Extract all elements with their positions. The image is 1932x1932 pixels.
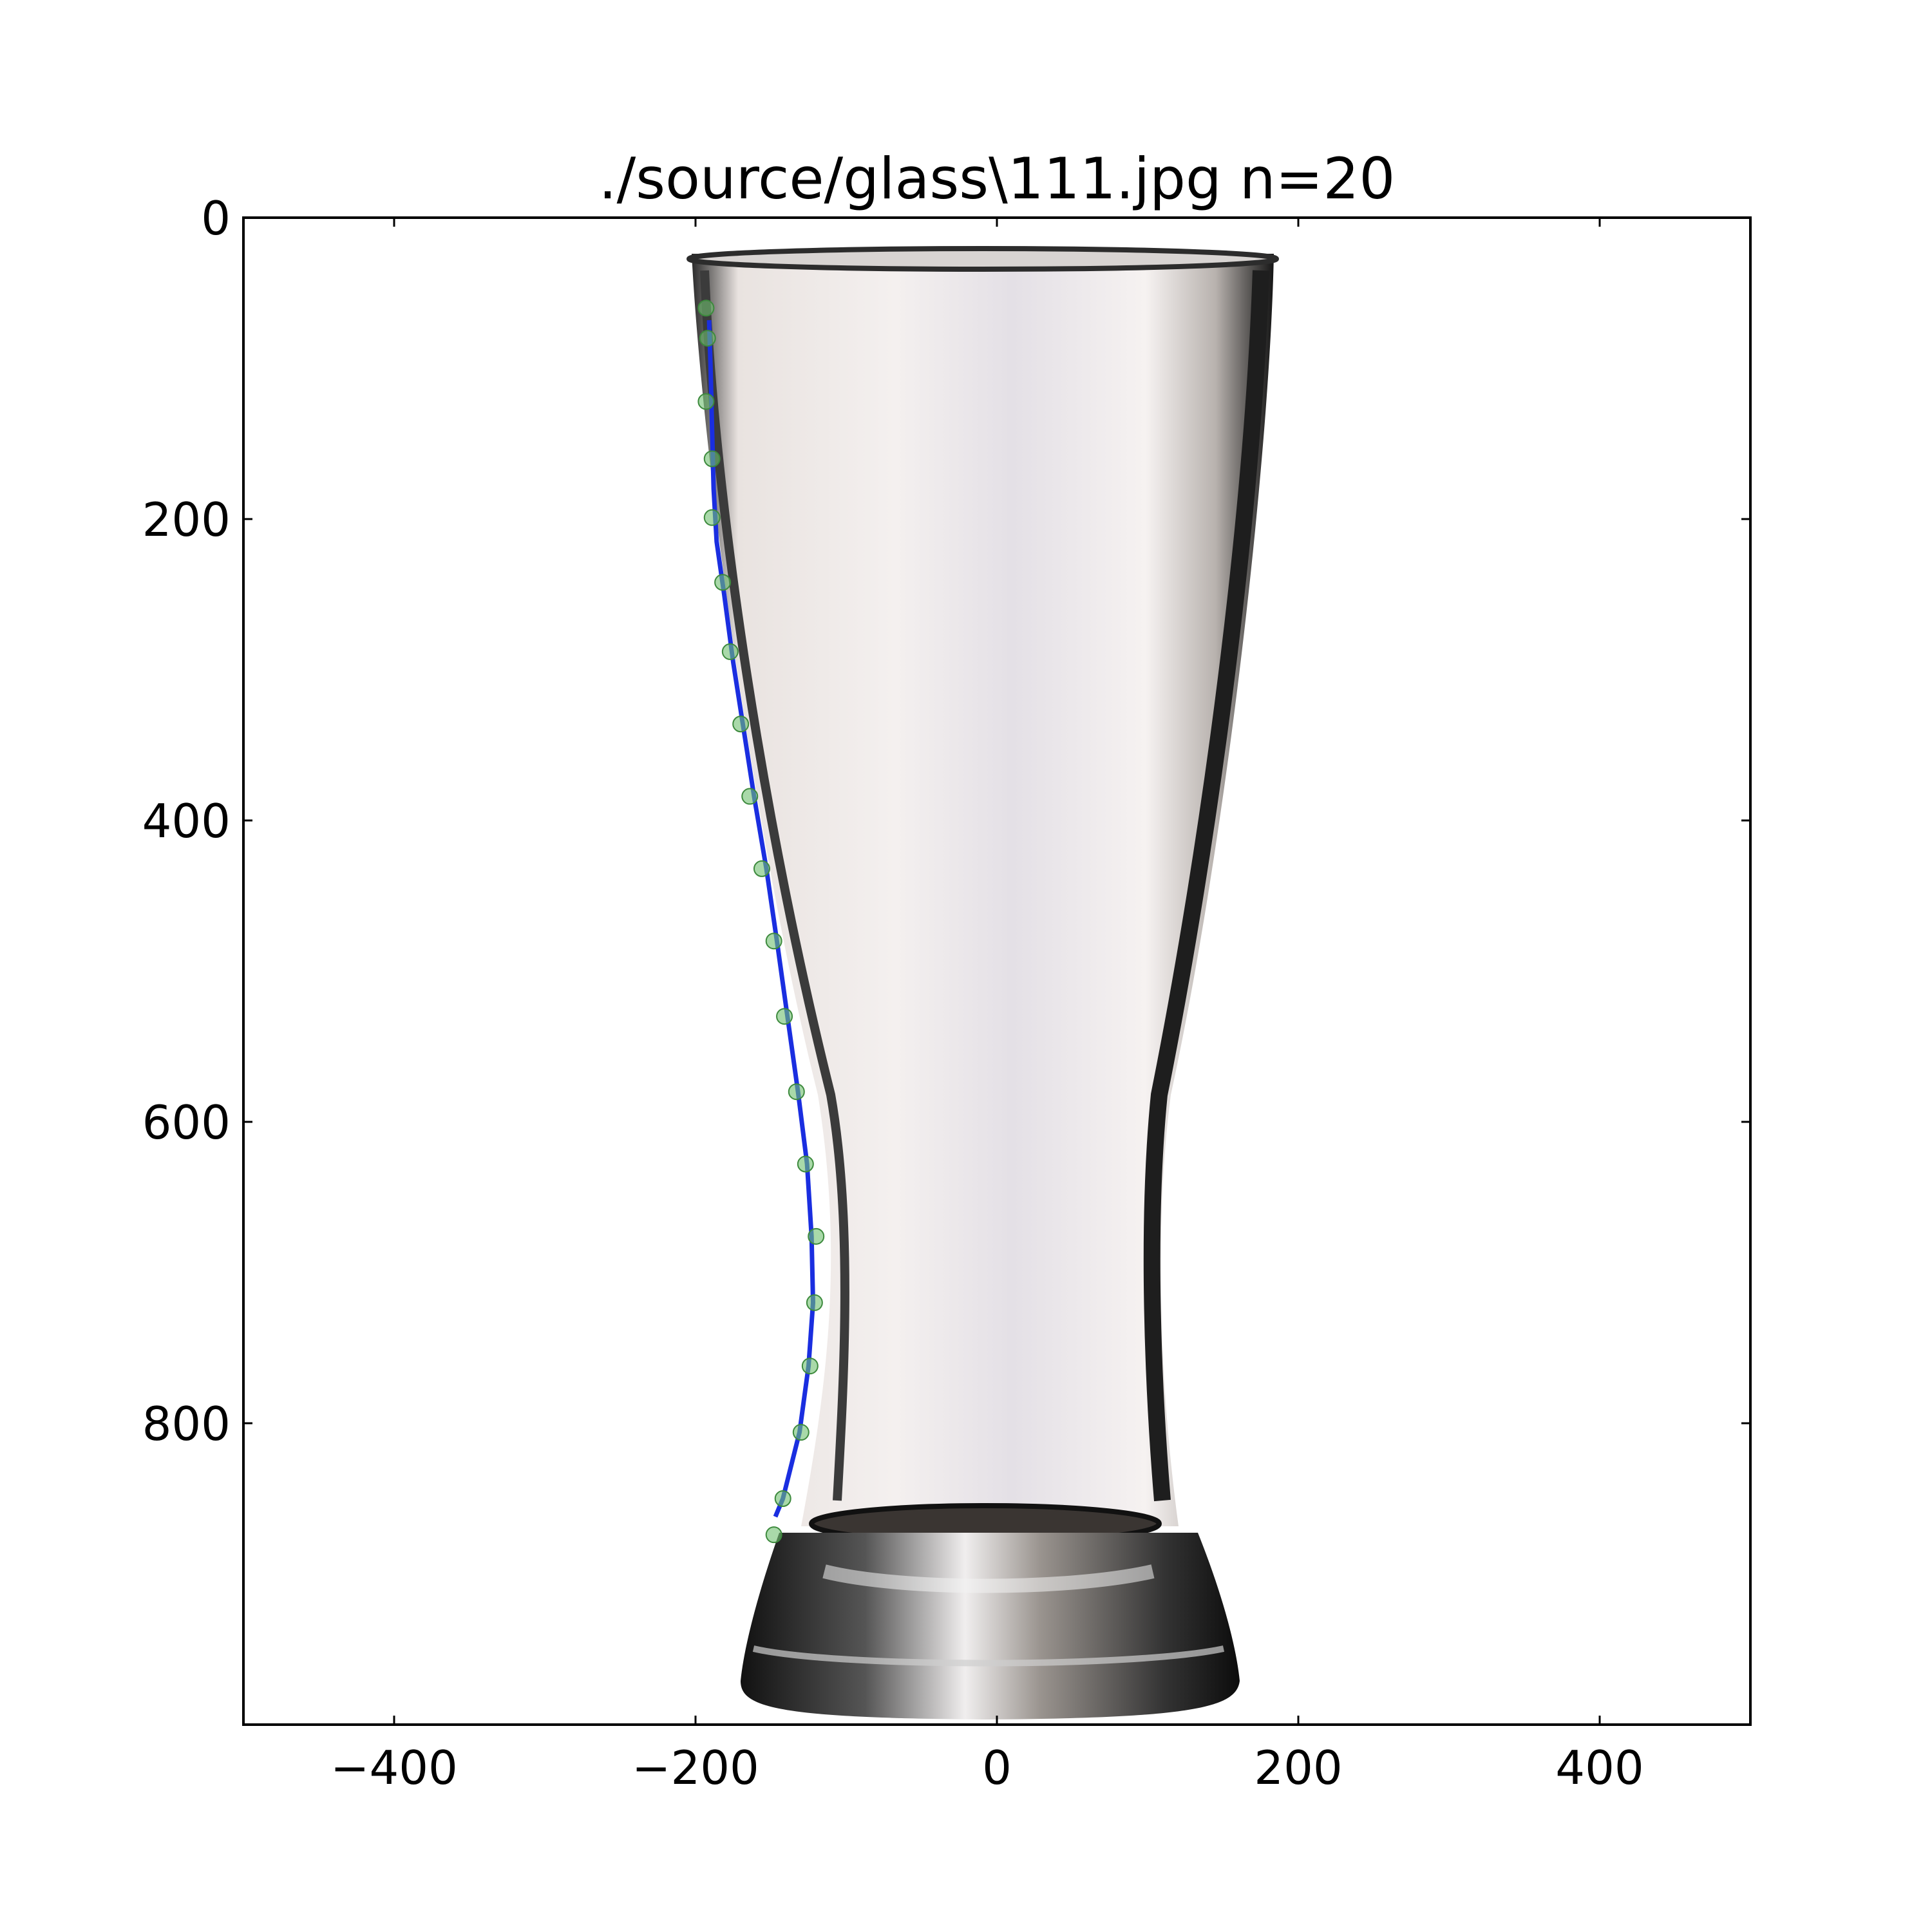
y-tick-label: 400 <box>142 794 231 848</box>
sample-point <box>697 393 715 410</box>
sample-point <box>765 1526 782 1544</box>
x-axis: −400 −200 0 200 400 <box>330 218 1644 1795</box>
sample-point <box>703 509 721 526</box>
glass-photo <box>687 246 1279 1719</box>
sample-point <box>797 1155 814 1173</box>
sample-point <box>714 574 732 591</box>
sample-point <box>776 1008 793 1025</box>
glass-inner-left-wall <box>700 270 849 1501</box>
chart-title: ./source/glass\111.jpg n=20 <box>599 146 1396 212</box>
x-tick-label: 400 <box>1555 1741 1643 1795</box>
fit-curve <box>706 319 815 1518</box>
y-axis: 0 200 400 600 800 <box>142 191 1750 1451</box>
y-tick-label: 600 <box>142 1095 231 1150</box>
y-tick-label: 200 <box>142 493 231 547</box>
plot-area <box>687 246 1279 1719</box>
sample-point <box>721 643 739 660</box>
sample-point <box>808 1227 825 1245</box>
x-tick-label: −200 <box>632 1741 759 1795</box>
sample-point <box>732 715 750 733</box>
sample-point <box>697 299 715 317</box>
sample-point <box>788 1083 805 1101</box>
glass-rim <box>687 246 1279 272</box>
glass-inner-right-wall <box>1143 270 1269 1502</box>
x-tick-label: 200 <box>1254 1741 1342 1795</box>
x-tick-label: −400 <box>330 1741 458 1795</box>
glass-body <box>692 254 1274 1526</box>
sample-point <box>806 1294 823 1311</box>
sample-point <box>703 450 721 468</box>
sample-points <box>697 299 825 1544</box>
x-tick-label: 0 <box>982 1741 1012 1795</box>
sample-point <box>774 1490 791 1507</box>
y-tick-label: 0 <box>201 191 231 245</box>
glass-base-ridge <box>752 1645 1225 1667</box>
sample-point <box>753 860 770 877</box>
sample-point <box>699 330 716 347</box>
glass-base <box>741 1533 1240 1719</box>
sample-point <box>765 933 782 950</box>
sample-point <box>741 788 759 805</box>
y-tick-label: 800 <box>142 1397 231 1451</box>
glass-base-highlight <box>822 1564 1155 1593</box>
sample-point <box>792 1424 810 1441</box>
sample-point <box>801 1358 819 1375</box>
